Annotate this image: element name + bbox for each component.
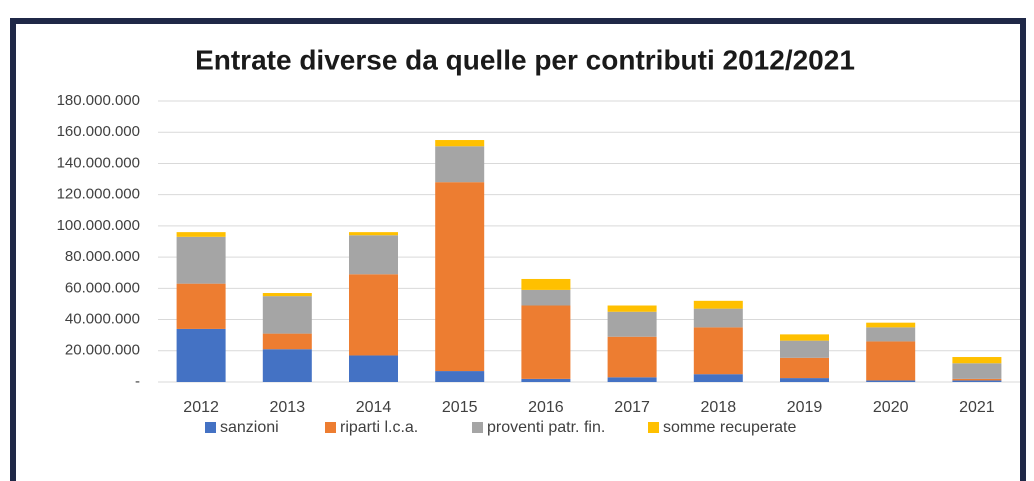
legend-swatch [205, 422, 216, 433]
bar-segment [521, 378, 571, 382]
bar-segment [693, 308, 743, 328]
bar-segment [780, 340, 829, 358]
legend-label: sanzioni [220, 419, 279, 436]
bar-segment [607, 305, 657, 312]
y-tick-label: 100.000.000 [57, 217, 140, 234]
bar-segment [607, 336, 657, 378]
bar-segment [349, 355, 398, 382]
bar-segment [693, 327, 743, 375]
legend-label: riparti l.c.a. [340, 419, 418, 436]
bar-segment [607, 377, 657, 382]
bar-segment [866, 341, 916, 381]
bar-segment [435, 371, 485, 382]
y-tick-label: 20.000.000 [65, 342, 140, 359]
bar-segment [176, 232, 226, 237]
bar-segment [780, 357, 829, 379]
x-tick-label: 2016 [528, 399, 564, 416]
legend-label: proventi patr. fin. [487, 419, 605, 436]
y-tick-label: 160.000.000 [57, 123, 140, 140]
y-tick-label: 80.000.000 [65, 248, 140, 265]
bar-segment [176, 236, 226, 284]
bar-segment [435, 182, 485, 372]
bar-segment [176, 283, 226, 329]
bar-segment [952, 378, 1002, 381]
bar-segment [349, 274, 398, 356]
bar-segment [780, 378, 829, 382]
bar-segment [435, 140, 485, 147]
y-tick-label: 180.000.000 [57, 92, 140, 109]
bar-segment [952, 380, 1002, 382]
bar-segment [607, 311, 657, 337]
legend-label: somme recuperate [663, 419, 796, 436]
bar-segment [693, 300, 743, 309]
x-tick-label: 2021 [959, 399, 995, 416]
y-tick-label: 120.000.000 [57, 186, 140, 203]
y-tick-label: 140.000.000 [57, 154, 140, 171]
bar-segment [262, 293, 312, 297]
y-tick-label: 60.000.000 [65, 279, 140, 296]
legend-swatch [648, 422, 659, 433]
bar-segment [866, 380, 916, 382]
bar-segment [262, 296, 312, 334]
bar-segment [521, 305, 571, 379]
chart-title: Entrate diverse da quelle per contributi… [195, 44, 855, 75]
x-tick-label: 2015 [442, 399, 478, 416]
y-tick-label: 40.000.000 [65, 311, 140, 328]
bar-segment [780, 334, 829, 341]
bar-segment [176, 328, 226, 382]
bar-segment [693, 374, 743, 382]
bar-segment [349, 232, 398, 236]
bar-segment [349, 235, 398, 275]
x-tick-label: 2014 [356, 399, 392, 416]
x-tick-label: 2012 [183, 399, 219, 416]
bar-segment [866, 322, 916, 328]
bar-segment [262, 333, 312, 350]
x-tick-label: 2020 [873, 399, 909, 416]
x-tick-label: 2013 [270, 399, 306, 416]
bar-segment [521, 289, 571, 306]
x-tick-label: 2019 [787, 399, 823, 416]
bar-segment [866, 327, 916, 342]
frame [10, 18, 1026, 481]
legend-swatch [325, 422, 336, 433]
bar-segment [521, 278, 571, 290]
x-tick-label: 2017 [614, 399, 650, 416]
bar-segment [952, 363, 1002, 379]
x-tick-label: 2018 [701, 399, 737, 416]
bar-segment [435, 146, 485, 183]
bar-segment [952, 357, 1002, 364]
legend-swatch [472, 422, 483, 433]
bar-segment [262, 349, 312, 382]
y-tick-label: - [135, 373, 140, 390]
